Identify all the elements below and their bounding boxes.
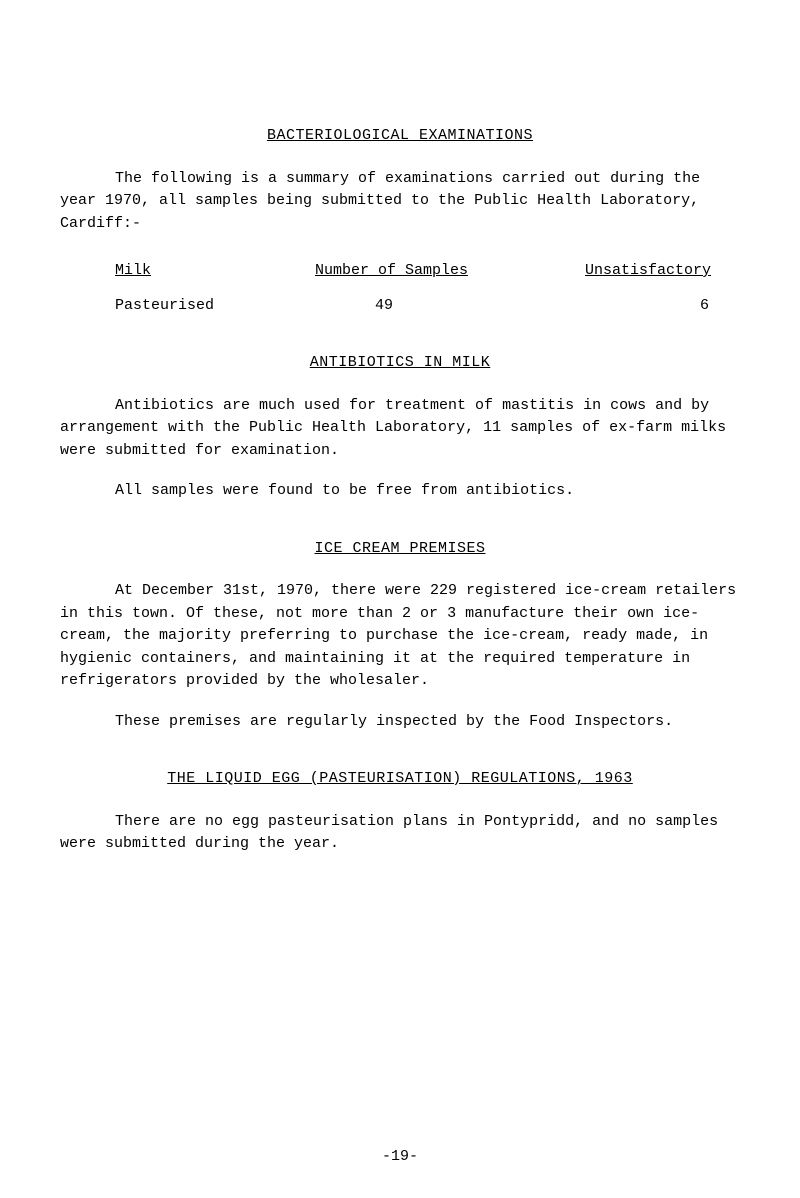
page: BACTERIOLOGICAL EXAMINATIONS The followi… <box>0 0 800 1198</box>
icecream-p2: These premises are regularly inspected b… <box>60 711 740 734</box>
antibiotics-p2: All samples were found to be free from a… <box>60 480 740 503</box>
icecream-p1: At December 31st, 1970, there were 229 r… <box>60 580 740 693</box>
table-header-milk: Milk <box>60 260 315 283</box>
cell-milk-type: Pasteurised <box>60 295 315 318</box>
cell-sample-count: 49 <box>315 295 645 318</box>
section-title-liquid-egg: THE LIQUID EGG (PASTEURISATION) REGULATI… <box>60 768 740 791</box>
liquid-egg-p1: There are no egg pasteurisation plans in… <box>60 811 740 856</box>
samples-table-header: Milk Number of Samples Unsatisfactory <box>60 260 740 283</box>
cell-unsatisfactory-count: 6 <box>645 295 740 318</box>
intro-paragraph: The following is a summary of examinatio… <box>60 168 740 236</box>
page-number: -19- <box>0 1146 800 1169</box>
section-title-antibiotics: ANTIBIOTICS IN MILK <box>60 352 740 375</box>
antibiotics-p1: Antibiotics are much used for treatment … <box>60 395 740 463</box>
table-header-unsatisfactory: Unsatisfactory <box>585 260 740 283</box>
section-title-bacteriological: BACTERIOLOGICAL EXAMINATIONS <box>60 125 740 148</box>
samples-table-row: Pasteurised 49 6 <box>60 295 740 318</box>
section-title-icecream: ICE CREAM PREMISES <box>60 538 740 561</box>
table-header-samples: Number of Samples <box>315 260 585 283</box>
